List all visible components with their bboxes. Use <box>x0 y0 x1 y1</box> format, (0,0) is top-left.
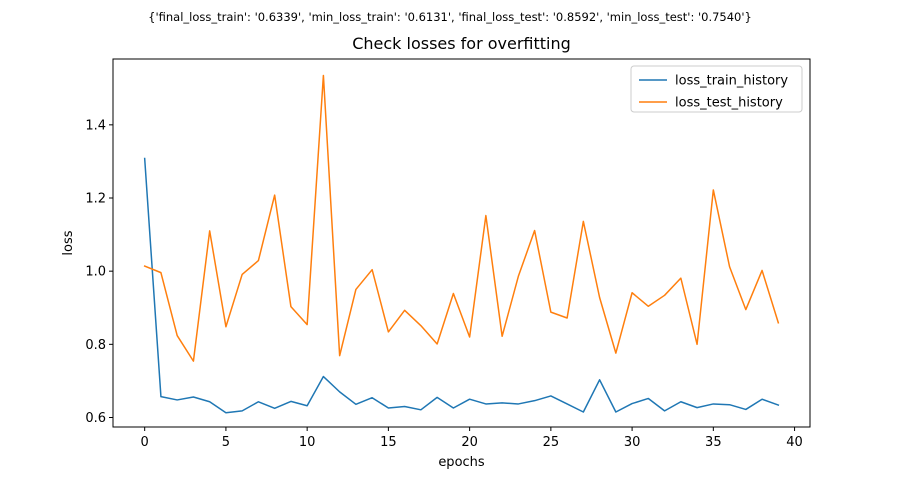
axes-background <box>113 59 810 427</box>
y-axis-ticks: 0.6 0.8 1.0 1.2 1.4 <box>85 118 113 426</box>
axes-frame <box>112 58 811 428</box>
y-tick-label: 0.6 <box>85 411 106 426</box>
x-tick-label: 15 <box>380 435 397 450</box>
y-axis-label: loss <box>61 230 76 255</box>
series-line-loss_test_history <box>143 74 780 362</box>
x-tick-label: 20 <box>461 435 478 450</box>
x-axis-ticks: 0 5 10 15 20 25 30 35 40 <box>141 427 803 450</box>
legend-label-loss_test_history: loss_test_history <box>675 96 783 111</box>
legend-items: loss_train_history loss_test_history <box>639 74 788 111</box>
x-tick-label: 40 <box>786 435 803 450</box>
y-tick-label: 1.0 <box>85 265 106 280</box>
y-tick-label: 1.4 <box>85 118 106 133</box>
x-tick-label: 5 <box>222 435 230 450</box>
chart-title: Check losses for overfitting <box>352 34 571 53</box>
y-tick-label: 1.2 <box>85 192 106 207</box>
plot-area: 0 5 10 15 20 25 30 35 40 0.6 0.8 1.0 1.2 1.4 <box>85 58 811 450</box>
legend-label-loss_train_history: loss_train_history <box>675 74 788 89</box>
suptitle: {'final_loss_train': '0.6339', 'min_loss… <box>148 10 752 24</box>
legend-box <box>630 65 803 113</box>
x-axis-label: epochs <box>438 455 485 470</box>
legend: loss_train_history loss_test_history <box>630 65 803 113</box>
series-layer <box>143 74 780 414</box>
series-line-loss_train_history <box>143 157 780 414</box>
x-tick-label: 0 <box>141 435 149 450</box>
x-tick-label: 30 <box>624 435 641 450</box>
y-tick-label: 0.8 <box>85 338 106 353</box>
x-tick-label: 35 <box>705 435 722 450</box>
x-tick-label: 10 <box>299 435 316 450</box>
x-tick-label: 25 <box>543 435 560 450</box>
